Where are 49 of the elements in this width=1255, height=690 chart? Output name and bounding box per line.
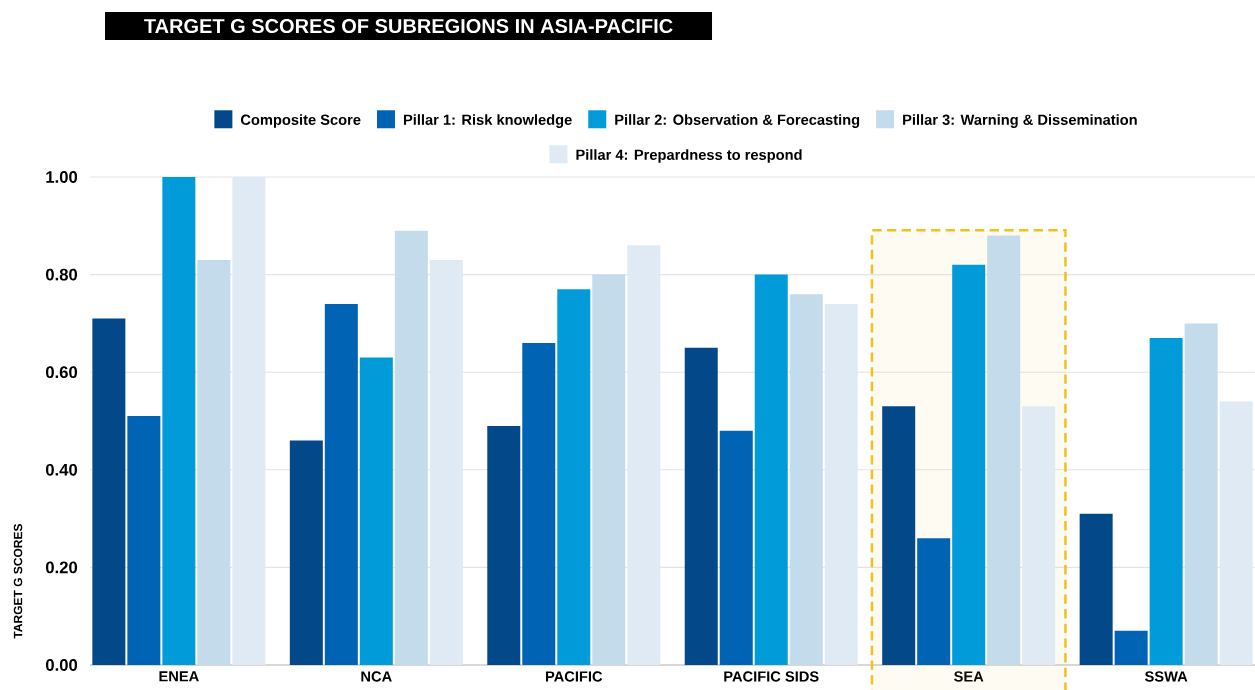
bar	[487, 425, 521, 666]
bar	[789, 294, 823, 666]
x-tick-label: ENEA	[159, 671, 199, 682]
bar	[1114, 630, 1148, 666]
bar	[429, 259, 463, 666]
chart-title: TARGET G SCORES OF SUBREGIONS IN ASIA-PACIFIC	[144, 18, 673, 34]
bar	[324, 303, 358, 666]
y-tick-label: 0.80	[45, 268, 78, 281]
bar	[987, 235, 1021, 666]
bar	[1079, 513, 1113, 666]
x-tick-label: PACIFIC	[545, 671, 603, 682]
bar	[394, 230, 428, 666]
bar	[684, 347, 718, 666]
bar	[1022, 406, 1056, 666]
bar	[1149, 338, 1183, 666]
bar	[754, 274, 788, 666]
legend-label: Pillar 2: Observation & Forecasting	[615, 114, 860, 128]
legend-label: Pillar 3: Warning & Dissemination	[903, 114, 1137, 128]
bar	[197, 259, 231, 666]
bar	[952, 264, 986, 666]
legend-label: Composite Score	[240, 114, 361, 128]
y-tick-label: 0.20	[45, 561, 78, 574]
y-tick-label: 0.60	[45, 366, 78, 379]
bar	[557, 289, 591, 666]
bar	[719, 430, 753, 666]
y-tick-label: 1.00	[46, 171, 78, 183]
bar	[162, 177, 196, 666]
x-tick-label: NCA	[361, 671, 392, 682]
x-tick-label: PACIFIC SIDS	[724, 671, 819, 682]
bar	[917, 538, 951, 666]
legend-label: Pillar 4: Prepardness to respond	[576, 149, 802, 163]
bar	[882, 406, 916, 666]
bar	[92, 318, 126, 666]
bar	[359, 357, 393, 666]
x-tick-label: SSWA	[1144, 671, 1188, 682]
x-tick-label: SEA	[954, 671, 984, 682]
bar	[592, 274, 626, 666]
bar	[627, 245, 661, 666]
bar	[1219, 401, 1253, 666]
bar	[1184, 323, 1218, 666]
y-axis-title: TARGET G SCORES	[13, 523, 23, 639]
bar	[522, 342, 556, 666]
bar	[232, 177, 266, 666]
y-tick-label: 0.00	[45, 659, 78, 671]
legend-label: Pillar 1: Risk knowledge	[403, 114, 572, 128]
bar	[289, 440, 323, 666]
bar	[824, 303, 858, 666]
y-tick-label: 0.40	[45, 463, 78, 476]
bar	[127, 416, 161, 666]
